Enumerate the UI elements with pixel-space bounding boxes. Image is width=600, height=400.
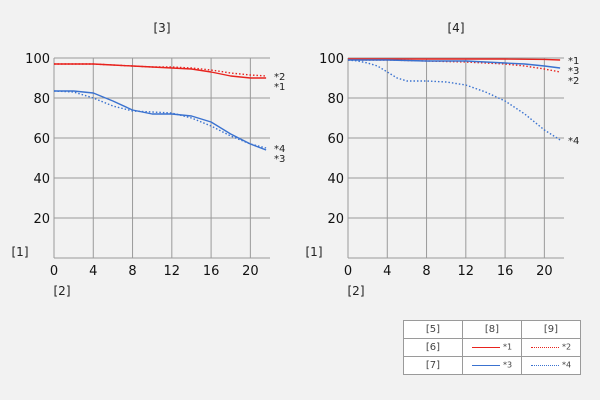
series-end-label: *4 xyxy=(274,144,285,155)
y-tick-label: 20 xyxy=(327,212,344,227)
x-tick-label: 16 xyxy=(203,264,220,279)
legend-solid-swatch xyxy=(471,346,500,348)
series-end-label: *3 xyxy=(568,66,579,77)
series-end-label: *3 xyxy=(274,154,285,165)
series-line-star4 xyxy=(53,90,267,149)
y-axis-label: [1] xyxy=(12,245,29,259)
legend-series-name: *4 xyxy=(561,360,572,370)
chart-title: [4] xyxy=(448,21,465,35)
y-tick-label: 60 xyxy=(327,132,344,147)
y-tick-label: 60 xyxy=(33,132,50,147)
series-line-star1 xyxy=(54,63,267,79)
x-tick-label: 0 xyxy=(344,264,352,279)
legend-row-label: [6] xyxy=(403,338,463,357)
x-tick-label: 16 xyxy=(497,264,514,279)
chart-left: [3] [1] [2] 20 40 60 80 100 0 4 8 12 16 20 *2*1 *4*3 xyxy=(12,21,286,298)
legend-dotted-cell: *4 xyxy=(521,356,581,375)
x-tick-label: 12 xyxy=(164,264,181,279)
series-line-star2 xyxy=(54,63,267,77)
x-tick-label: 12 xyxy=(458,264,475,279)
y-tick-label: 20 xyxy=(33,212,50,227)
series-end-label: *1 xyxy=(568,56,579,67)
series-end-label: *1 xyxy=(274,82,285,93)
x-axis-label: [2] xyxy=(348,284,365,298)
legend-solid-swatch xyxy=(471,364,500,366)
x-tick-label: 8 xyxy=(128,264,136,279)
series-line-star3 xyxy=(54,90,267,151)
series-line-star4 xyxy=(347,59,561,141)
legend-dotted-cell: *2 xyxy=(521,338,581,357)
y-tick-label: 100 xyxy=(25,52,50,67)
legend-header-cell: [5] xyxy=(403,320,463,339)
legend-solid-cell: *3 xyxy=(462,356,522,375)
series-end-label: *2 xyxy=(568,76,579,87)
legend-series-name: *1 xyxy=(502,342,513,352)
legend-solid-cell: *1 xyxy=(462,338,522,357)
y-tick-label: 80 xyxy=(33,92,50,107)
series-end-label: *2 xyxy=(274,72,285,83)
y-tick-label: 80 xyxy=(327,92,344,107)
x-tick-label: 4 xyxy=(89,264,97,279)
x-axis-label: [2] xyxy=(54,284,71,298)
x-tick-label: 0 xyxy=(50,264,58,279)
legend-dotted-swatch xyxy=(530,364,559,366)
legend-header-cell: [8] xyxy=(462,320,522,339)
x-tick-label: 20 xyxy=(536,264,553,279)
x-tick-label: 4 xyxy=(383,264,391,279)
series-line-star1 xyxy=(348,58,561,61)
legend-table: [5] [8] [9] [6] *1 *2 [7] *3 *4 xyxy=(403,320,581,375)
legend-row: [6] *1 *2 xyxy=(403,338,581,357)
legend-series-name: *2 xyxy=(561,342,572,352)
legend-row-label: [7] xyxy=(403,356,463,375)
legend-header-cell: [9] xyxy=(521,320,581,339)
y-axis-label: [1] xyxy=(306,245,323,259)
chart-right: [4] [1] [2] 20 40 60 80 100 0 4 8 12 16 20 *1*3*2 *4 xyxy=(306,21,580,298)
y-tick-label: 40 xyxy=(327,172,344,187)
series-end-label: *4 xyxy=(568,136,579,147)
y-tick-label: 100 xyxy=(319,52,344,67)
legend-row: [7] *3 *4 xyxy=(403,356,581,375)
legend-dotted-swatch xyxy=(530,346,559,348)
y-tick-label: 40 xyxy=(33,172,50,187)
legend-series-name: *3 xyxy=(502,360,513,370)
chart-title: [3] xyxy=(154,21,171,35)
series-line-star2 xyxy=(348,59,561,73)
series-line-star3 xyxy=(348,59,561,69)
x-tick-label: 20 xyxy=(242,264,259,279)
legend-header-row: [5] [8] [9] xyxy=(403,320,581,339)
x-tick-label: 8 xyxy=(422,264,430,279)
